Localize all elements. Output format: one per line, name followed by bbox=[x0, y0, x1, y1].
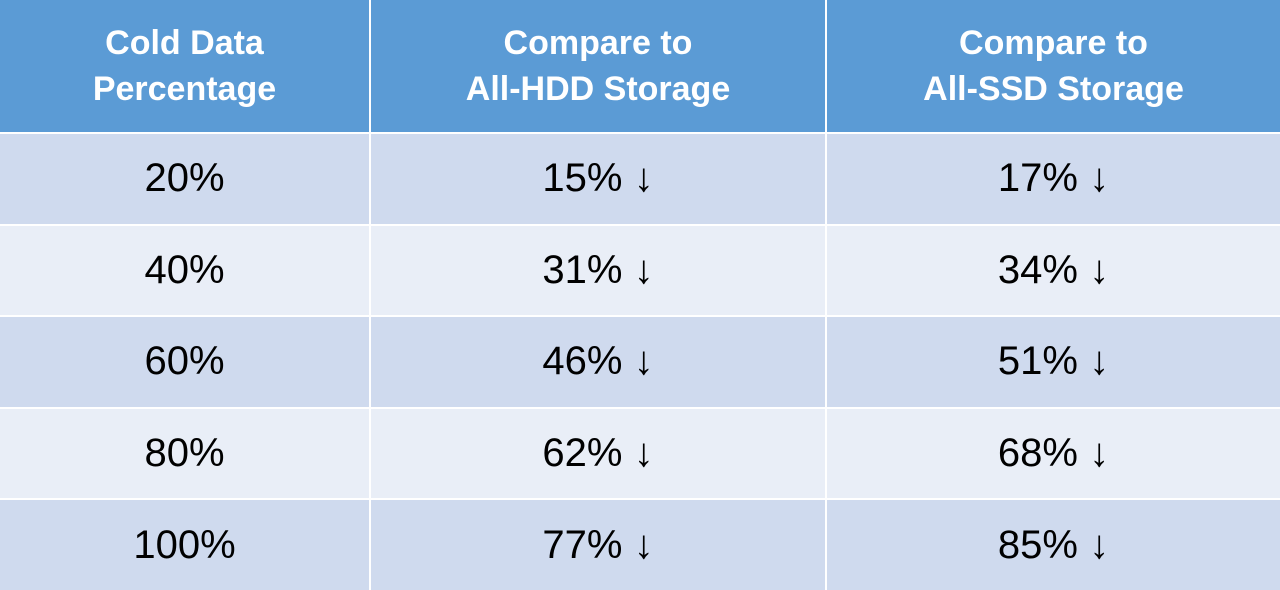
table-cell: 51% ↓ bbox=[825, 315, 1280, 409]
table-cell: 40% bbox=[0, 223, 371, 318]
table-cell: 62% ↓ bbox=[369, 406, 827, 501]
table-cell: 15% ↓ bbox=[369, 132, 827, 226]
table-cell: 85% ↓ bbox=[825, 498, 1280, 590]
table-row: 20% 15% ↓ 17% ↓ bbox=[0, 132, 1280, 226]
table-row: 40% 31% ↓ 34% ↓ bbox=[0, 223, 1280, 318]
header-row: Cold Data Percentage Compare to All-HDD S… bbox=[0, 0, 1280, 134]
table-cell: 20% bbox=[0, 132, 371, 226]
header-cell: Cold Data Percentage bbox=[0, 0, 371, 134]
table-cell: 77% ↓ bbox=[369, 498, 827, 590]
table-row: 80% 62% ↓ 68% ↓ bbox=[0, 406, 1280, 501]
table-row: 100% 77% ↓ 85% ↓ bbox=[0, 498, 1280, 590]
table-cell: 100% bbox=[0, 498, 371, 590]
table-cell: 31% ↓ bbox=[369, 223, 827, 318]
table-header: Cold Data Percentage Compare to All-HDD S… bbox=[0, 0, 1280, 134]
table-row: 60% 46% ↓ 51% ↓ bbox=[0, 315, 1280, 409]
header-cell: Compare to All-SSD Storage bbox=[825, 0, 1280, 134]
table-cell: 34% ↓ bbox=[825, 223, 1280, 318]
table-cell: 68% ↓ bbox=[825, 406, 1280, 501]
table-cell: 60% bbox=[0, 315, 371, 409]
header-cell: Compare to All-HDD Storage bbox=[369, 0, 827, 134]
table-body: 20% 15% ↓ 17% ↓ 40% 31% ↓ 34% ↓ 60% 46% ↓ 51% ↓ 8… bbox=[0, 132, 1280, 590]
table-cell: 46% ↓ bbox=[369, 315, 827, 409]
table-cell: 80% bbox=[0, 406, 371, 501]
table-cell: 17% ↓ bbox=[825, 132, 1280, 226]
